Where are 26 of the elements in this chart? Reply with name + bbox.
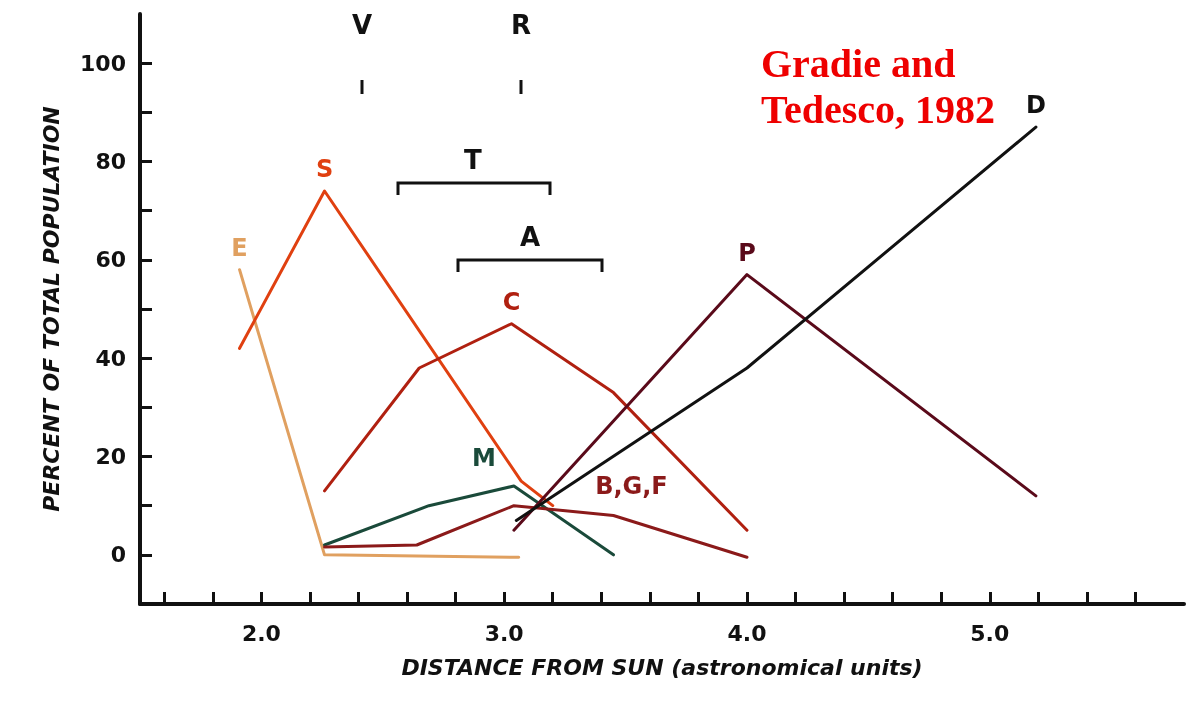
x-tick-label: 5.0 (970, 620, 1010, 646)
x-tick-label: 4.0 (727, 620, 767, 646)
series-label: E (231, 233, 248, 262)
x-tick-label: 2.0 (241, 620, 281, 646)
line-series (323, 504, 749, 559)
y-tick-label: 20 (95, 444, 126, 469)
y-tick-label: 40 (95, 345, 126, 371)
annotation: A (520, 222, 541, 252)
series-label: M (471, 444, 496, 472)
line-series (323, 322, 749, 532)
series-label: S (315, 155, 334, 183)
series-label: C (502, 287, 521, 316)
y-tick-label: 0 (110, 542, 126, 568)
annotation: T (464, 145, 482, 175)
y-tick-label: 60 (95, 247, 126, 273)
y-tick-label: 80 (95, 149, 126, 174)
series-label: P (738, 238, 756, 267)
annotation: R (511, 10, 532, 40)
annotation: V (352, 10, 373, 40)
x-axis-title: DISTANCE FROM SUN (astronomical units) (401, 654, 923, 680)
x-tick-label: 3.0 (484, 620, 524, 646)
y-tick-label: 100 (80, 50, 126, 76)
annotation: Gradie and Tedesco, 1982 (761, 40, 996, 132)
series-label: B,G,F (595, 471, 668, 500)
y-axis-title: PERCENT OF TOTAL POPULATION (38, 106, 64, 512)
series-label: D (1025, 91, 1046, 120)
